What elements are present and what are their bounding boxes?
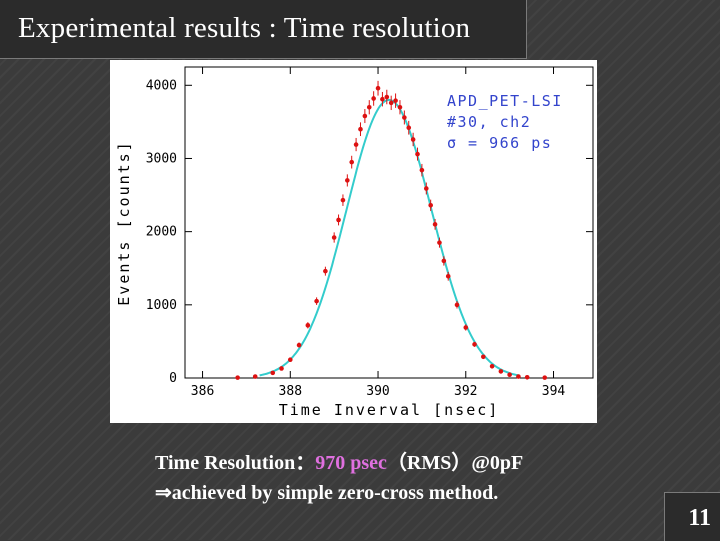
y-tick-label: 2000 — [146, 225, 177, 240]
page-number-box: 11 — [664, 492, 720, 541]
data-point — [481, 354, 486, 360]
data-point — [358, 126, 363, 132]
data-point — [437, 240, 442, 245]
data-point — [388, 100, 394, 106]
x-axis-label: Time Inverval [nsec] — [279, 401, 500, 419]
x-tick-label: 390 — [366, 384, 389, 399]
annotation-line: σ = 966 ps — [447, 134, 552, 152]
data-point — [305, 323, 311, 328]
y-tick-label: 1000 — [146, 298, 177, 313]
data-point — [345, 178, 350, 183]
x-tick-label: 392 — [454, 384, 477, 399]
data-point — [410, 137, 416, 142]
data-point — [463, 325, 469, 330]
data-point — [279, 366, 284, 371]
y-axis-label: Events [counts] — [115, 140, 133, 305]
data-point — [287, 357, 293, 363]
data-point — [362, 113, 368, 119]
chart-panel: 386 388 390 392 394 0 1000 2000 3000 4000 APD_PET… — [110, 60, 597, 423]
data-point — [353, 142, 359, 147]
data-point — [445, 273, 451, 279]
data-point — [296, 342, 302, 348]
data-point — [349, 159, 355, 165]
data-point — [489, 363, 495, 369]
caption-suffix: （RMS）@0pF — [386, 452, 524, 474]
caption-line-2: ⇒achieved by simple zero-cross method. — [155, 482, 499, 504]
data-point — [428, 203, 433, 208]
data-point — [371, 96, 376, 101]
data-point — [432, 222, 438, 227]
data-point — [415, 151, 420, 157]
data-point — [366, 104, 372, 110]
data-point — [331, 235, 337, 240]
data-point — [393, 98, 398, 103]
annotation-line: #30, ch2 — [447, 113, 531, 131]
y-tick-label: 0 — [169, 371, 177, 386]
x-tick-label: 386 — [191, 384, 214, 399]
data-point — [375, 85, 381, 91]
data-point — [441, 258, 447, 264]
data-point — [314, 298, 319, 304]
data-point — [516, 374, 521, 379]
y-tick-label: 3000 — [146, 151, 177, 166]
data-point — [402, 115, 407, 120]
data-point — [380, 96, 385, 102]
data-point — [406, 125, 412, 131]
data-point — [384, 94, 390, 100]
data-point — [397, 104, 403, 110]
data-point — [542, 375, 548, 380]
annotation-line: APD_PET-LSI — [447, 92, 563, 110]
x-tick-label: 394 — [542, 384, 566, 399]
data-point — [336, 217, 341, 223]
y-tick-label: 4000 — [146, 78, 177, 93]
title-bar: Experimental results : Time resolution — [0, 0, 527, 59]
caption-line-1: Time Resolution：970 psec（RMS）@0pF — [155, 448, 615, 478]
page-number: 11 — [688, 505, 711, 531]
data-points-group — [235, 80, 548, 380]
data-point — [340, 197, 346, 203]
annotation-group: APD_PET-LSI #30, ch2 σ = 966 ps — [447, 92, 563, 152]
x-tick-label: 388 — [279, 384, 302, 399]
chart-svg: 386 388 390 392 394 0 1000 2000 3000 4000 APD_PET… — [110, 60, 597, 423]
data-point — [252, 374, 258, 379]
data-point — [235, 375, 240, 380]
axis-ticks-group: 386 388 390 392 394 0 1000 2000 3000 4000 — [146, 67, 593, 399]
data-point — [423, 186, 429, 191]
data-point — [454, 302, 460, 308]
data-point — [472, 342, 477, 347]
data-point — [524, 374, 530, 380]
data-point — [507, 372, 512, 378]
data-point — [498, 369, 504, 374]
caption-prefix: Time Resolution： — [155, 452, 316, 474]
data-point — [323, 268, 328, 274]
data-point — [419, 167, 425, 173]
slide-title: Experimental results : Time resolution — [18, 12, 471, 44]
data-point — [270, 370, 276, 376]
caption-highlight: 970 psec — [315, 452, 387, 474]
plot-area-frame — [184, 66, 594, 379]
chart-background — [110, 60, 597, 423]
caption: Time Resolution：970 psec（RMS）@0pF ⇒achie… — [155, 448, 615, 508]
